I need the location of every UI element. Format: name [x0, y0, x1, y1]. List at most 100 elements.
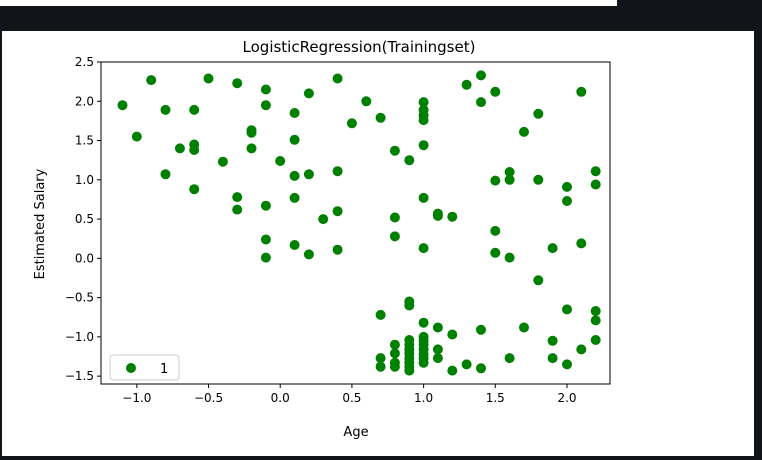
- data-point: [217, 156, 228, 167]
- data-point: [590, 166, 601, 177]
- data-point: [189, 145, 200, 155]
- figure: LogisticRegression(Trainingset) −1.0 −0.5…: [2, 31, 754, 456]
- data-point: [562, 304, 572, 315]
- data-point: [375, 112, 386, 123]
- y-tick-label: −1.0: [65, 330, 94, 344]
- data-point: [476, 97, 486, 108]
- data-point: [576, 344, 587, 355]
- data-point: [232, 204, 243, 215]
- data-point: [389, 348, 400, 359]
- data-point: [418, 192, 429, 203]
- chart-title: LogisticRegression(Trainingset): [243, 38, 476, 56]
- data-point: [504, 174, 515, 185]
- data-point: [375, 309, 386, 320]
- data-point: [504, 353, 515, 364]
- data-point: [332, 73, 343, 84]
- data-point: [289, 108, 300, 118]
- data-point: [332, 206, 343, 217]
- data-point: [533, 275, 544, 286]
- legend-label: 1: [160, 362, 168, 377]
- data-point: [289, 170, 300, 181]
- data-point: [131, 131, 142, 142]
- data-point: [275, 156, 286, 166]
- data-point: [332, 244, 343, 255]
- data-point: [246, 143, 257, 154]
- data-point: [461, 359, 472, 370]
- data-point: [160, 104, 171, 115]
- data-point: [418, 140, 429, 151]
- data-point: [476, 324, 486, 335]
- data-point: [590, 335, 601, 345]
- data-point: [576, 238, 587, 249]
- data-point: [547, 243, 558, 254]
- data-point: [432, 210, 443, 221]
- plot-frame: [100, 61, 611, 385]
- y-tick-label: 0.0: [75, 251, 94, 265]
- data-point: [389, 145, 400, 156]
- data-point: [547, 353, 558, 364]
- data-point: [533, 174, 544, 185]
- data-point: [418, 97, 429, 108]
- data-point: [375, 353, 386, 364]
- y-tick-label: 1.5: [75, 134, 94, 148]
- data-point: [389, 361, 400, 372]
- data-point: [289, 240, 300, 250]
- data-point: [332, 166, 343, 177]
- data-point: [260, 84, 271, 95]
- data-point: [562, 359, 572, 370]
- data-point: [447, 211, 458, 222]
- data-point: [547, 335, 558, 346]
- data-point: [260, 200, 271, 211]
- points-layer: [117, 70, 601, 376]
- y-tick-label: −0.5: [65, 291, 94, 305]
- data-point: [490, 247, 501, 258]
- data-point: [232, 192, 243, 203]
- data-point: [303, 249, 314, 260]
- data-point: [504, 252, 515, 263]
- legend-box: [109, 354, 180, 381]
- data-point: [160, 169, 171, 180]
- data-point: [404, 300, 415, 311]
- data-point: [404, 365, 415, 376]
- data-point: [418, 357, 429, 368]
- data-point: [476, 363, 486, 374]
- data-point: [418, 317, 429, 328]
- data-point: [418, 243, 429, 254]
- data-point: [232, 78, 243, 89]
- data-point: [404, 155, 415, 166]
- x-tick-label: −1.0: [122, 391, 151, 405]
- data-point: [389, 339, 400, 350]
- data-point: [346, 118, 357, 129]
- y-tick-label: 0.5: [75, 212, 94, 226]
- x-tick-label: 2.0: [557, 391, 576, 405]
- data-point: [447, 365, 458, 376]
- data-point: [260, 234, 271, 245]
- legend-marker: [126, 363, 136, 373]
- data-point: [289, 134, 300, 145]
- data-point: [519, 322, 529, 333]
- data-point: [432, 322, 443, 333]
- data-point: [318, 214, 329, 225]
- x-tick-label: 0.0: [271, 391, 290, 405]
- data-point: [203, 73, 214, 84]
- data-point: [189, 184, 200, 195]
- data-point: [476, 70, 486, 81]
- data-point: [490, 225, 501, 236]
- data-point: [447, 329, 458, 340]
- data-point: [174, 143, 185, 154]
- x-tick-label: 1.5: [486, 391, 505, 405]
- x-tick-label: −0.5: [194, 391, 223, 405]
- data-point: [260, 100, 271, 111]
- data-point: [303, 88, 314, 99]
- data-point: [519, 126, 529, 137]
- data-point: [562, 196, 572, 206]
- y-tick-label: 1.0: [75, 173, 94, 187]
- background-window-strip: [0, 0, 617, 6]
- data-point: [389, 231, 400, 242]
- data-point: [576, 86, 587, 97]
- data-point: [432, 344, 443, 355]
- x-tick-label: 1.0: [414, 391, 433, 405]
- data-point: [289, 192, 300, 203]
- data-point: [246, 127, 257, 138]
- x-tick-label: 0.5: [342, 391, 361, 405]
